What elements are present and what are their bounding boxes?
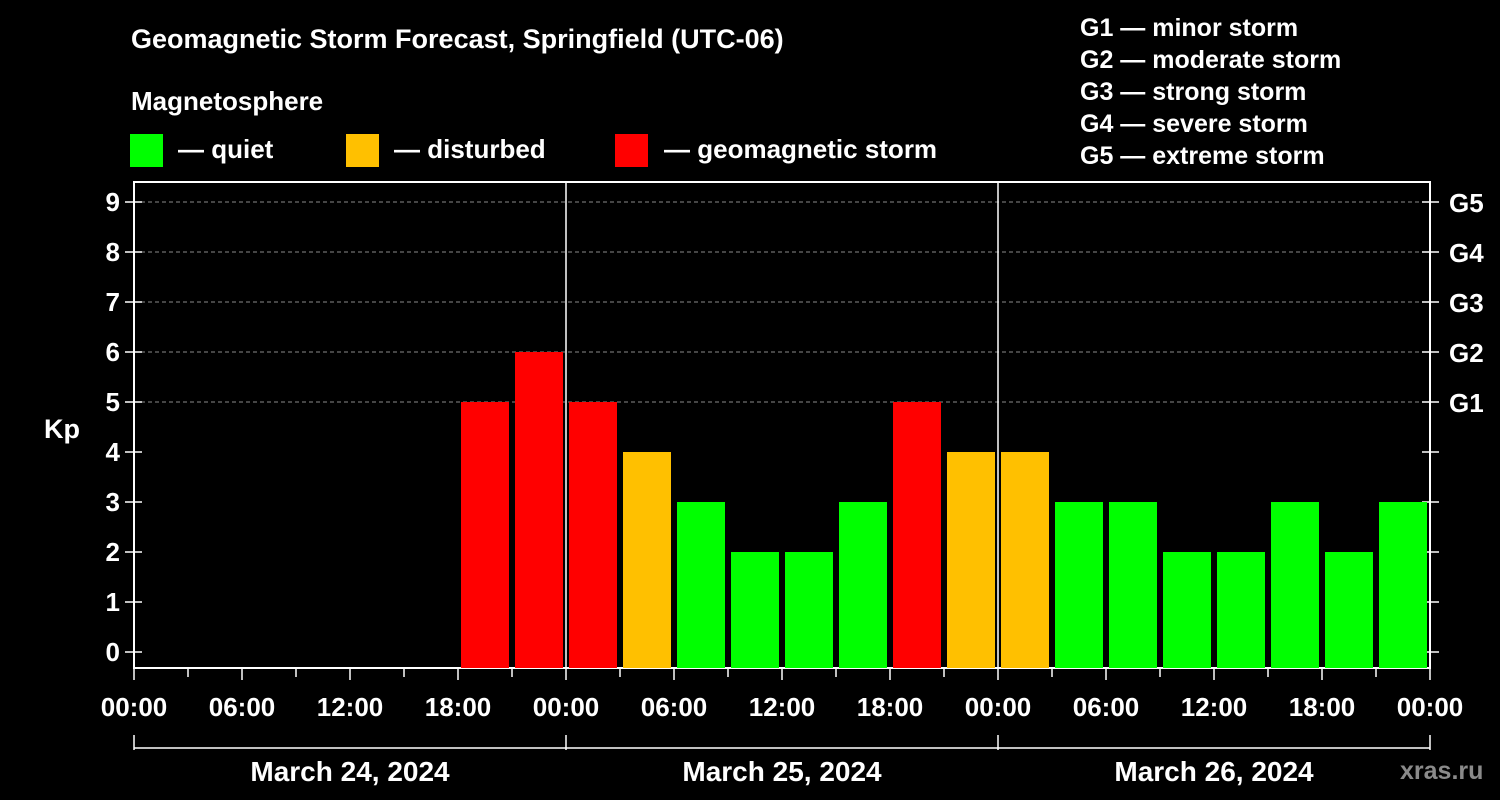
y-tick-label: 7 [106, 287, 120, 317]
kp-bar [839, 502, 887, 668]
x-tick-label: 18:00 [425, 692, 492, 722]
kp-bar [1217, 552, 1265, 668]
x-tick-label: 12:00 [1181, 692, 1248, 722]
x-tick-label: 18:00 [1289, 692, 1356, 722]
date-label: March 25, 2024 [682, 756, 882, 787]
legend-label-disturbed: — disturbed [394, 134, 546, 164]
y-tick-label: 4 [106, 437, 121, 467]
kp-bar [947, 452, 995, 668]
legend-swatch-quiet [130, 134, 163, 167]
y-tick-label: 6 [106, 337, 120, 367]
x-tick-label: 00:00 [965, 692, 1032, 722]
x-tick-label: 12:00 [317, 692, 384, 722]
y-tick-label: 3 [106, 487, 120, 517]
x-tick-label: 06:00 [1073, 692, 1140, 722]
x-tick-label: 00:00 [533, 692, 600, 722]
x-tick-label: 18:00 [857, 692, 924, 722]
legend-label-storm: — geomagnetic storm [664, 134, 938, 164]
x-tick-label: 00:00 [1397, 692, 1464, 722]
kp-bar [1379, 502, 1427, 668]
g-axis-label: G3 [1449, 288, 1484, 318]
date-label: March 24, 2024 [250, 756, 450, 787]
kp-bar [1109, 502, 1157, 668]
y-tick-label: 1 [106, 587, 120, 617]
legend-label-quiet: — quiet [178, 134, 274, 164]
storm-scale-g2: G2 — moderate storm [1080, 46, 1342, 74]
chart-title: Geomagnetic Storm Forecast, Springfield … [131, 24, 784, 54]
kp-bar [893, 402, 941, 668]
kp-bar [1055, 502, 1103, 668]
x-tick-label: 12:00 [749, 692, 816, 722]
y-tick-label: 5 [106, 387, 120, 417]
kp-bar [1325, 552, 1373, 668]
storm-scale-g1: G1 — minor storm [1080, 14, 1299, 42]
storm-scale-g3: G3 — strong storm [1080, 78, 1307, 106]
kp-bar [1001, 452, 1049, 668]
kp-bar [623, 452, 671, 668]
kp-bar [569, 402, 617, 668]
kp-bar [785, 552, 833, 668]
x-tick-label: 06:00 [209, 692, 276, 722]
kp-bar [731, 552, 779, 668]
kp-bar [461, 402, 509, 668]
y-axis-label: Kp [44, 414, 80, 444]
y-tick-label: 9 [106, 187, 120, 217]
x-tick-label: 06:00 [641, 692, 708, 722]
g-axis-label: G5 [1449, 188, 1484, 218]
kp-bar [677, 502, 725, 668]
legend-swatch-storm [615, 134, 648, 167]
g-axis-label: G2 [1449, 338, 1484, 368]
x-tick-label: 00:00 [101, 692, 168, 722]
legend-heading: Magnetosphere [131, 86, 324, 116]
y-tick-label: 2 [106, 537, 120, 567]
kp-bar [515, 352, 563, 668]
storm-scale-g4: G4 — severe storm [1080, 110, 1308, 138]
y-tick-label: 0 [106, 637, 120, 667]
date-label: March 26, 2024 [1114, 756, 1314, 787]
credit-text: xras.ru [1400, 757, 1484, 785]
kp-bar [1271, 502, 1319, 668]
g-axis-label: G4 [1449, 238, 1484, 268]
g-axis-label: G1 [1449, 388, 1484, 418]
kp-bar [1163, 552, 1211, 668]
y-tick-label: 8 [106, 237, 120, 267]
legend-swatch-disturbed [346, 134, 379, 167]
storm-scale-g5: G5 — extreme storm [1080, 142, 1325, 170]
